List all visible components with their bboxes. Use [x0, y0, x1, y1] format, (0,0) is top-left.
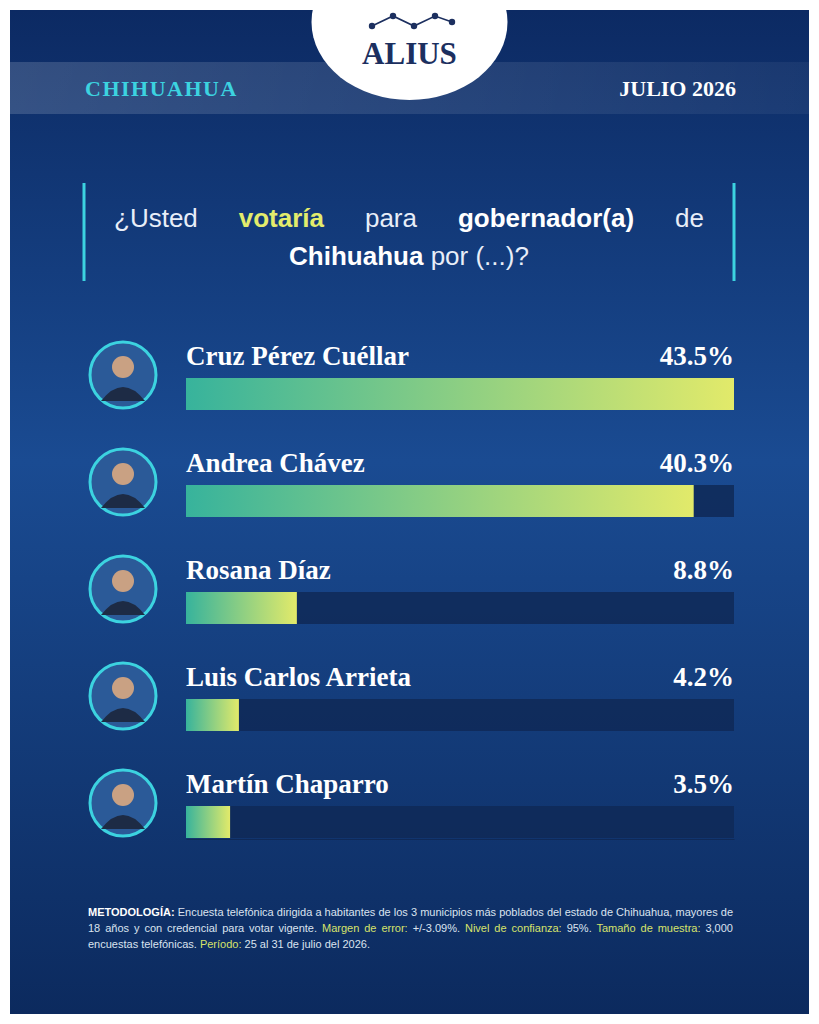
category-label: Rosana Díaz	[186, 555, 331, 585]
data-label: 40.3%	[660, 448, 734, 478]
logo-dot	[449, 19, 455, 25]
background	[10, 10, 809, 1014]
page: ALIUS CHIHUAHUA JULIO 2026 Cruz Pérez Cuéll…	[0, 0, 819, 1024]
bar	[186, 806, 230, 838]
data-label: 3.5%	[673, 769, 734, 799]
methodology-part: +/-3.09%.	[408, 922, 465, 934]
bar-track	[186, 592, 734, 624]
bar-track	[186, 378, 734, 410]
methodology-part: Margen de error:	[322, 922, 408, 934]
data-label: 4.2%	[673, 662, 734, 692]
photo-head	[112, 356, 134, 378]
bar	[186, 378, 734, 410]
methodology-part: 95%.	[562, 922, 597, 934]
methodology-part: Nivel de confianza:	[465, 922, 562, 934]
logo-dot	[432, 13, 438, 19]
category-label: Andrea Chávez	[186, 448, 365, 478]
bar-track	[186, 485, 734, 517]
canvas: ALIUS CHIHUAHUA JULIO 2026 Cruz Pérez Cuéll…	[0, 0, 819, 1024]
bar-track	[186, 806, 734, 838]
date: JULIO 2026	[619, 76, 736, 101]
title-border	[733, 183, 736, 281]
frame	[0, 0, 819, 1024]
bar	[186, 592, 297, 624]
axis-line	[187, 839, 735, 840]
logo-dot	[390, 13, 396, 19]
labels: Cruz Pérez Cuéllar 43.5% Andrea Chávez 40.3…	[90, 341, 734, 836]
title-part: ¿Usted	[114, 203, 239, 233]
logo-badge	[312, 0, 508, 100]
methodology-part: 25 al 31 de julio del 2026.	[242, 938, 370, 950]
category-label: Martín Chaparro	[186, 769, 389, 799]
bars	[186, 378, 734, 838]
methodology-part: Período:	[200, 938, 242, 950]
photo-frame	[90, 556, 156, 622]
title-part: votaría	[239, 203, 324, 233]
methodology-part: Tamaño de muestra:	[596, 922, 700, 934]
methodology: METODOLOGÍA: Encuesta telefónica dirigid…	[88, 905, 733, 953]
brand: ALIUS	[362, 36, 457, 71]
data-label: 8.8%	[673, 555, 734, 585]
photo-body	[101, 708, 145, 722]
title-part: para	[324, 203, 458, 233]
bar-track	[186, 699, 734, 731]
methodology-part: METODOLOGÍA:	[88, 906, 175, 918]
x-axis	[187, 839, 735, 841]
data-label: 43.5%	[660, 341, 734, 371]
title-part: Chihuahua	[289, 241, 423, 271]
photo-head	[112, 677, 134, 699]
bar	[186, 485, 694, 517]
photo-head	[112, 784, 134, 806]
photo-frame	[90, 770, 156, 836]
photo-body	[101, 815, 145, 829]
region: CHIHUAHUA	[85, 76, 238, 101]
photo-body	[101, 494, 145, 508]
photo-head	[112, 463, 134, 485]
tracks	[186, 378, 734, 838]
title-part: gobernador(a)	[458, 203, 634, 233]
photo-frame	[90, 449, 156, 515]
photo-frame	[90, 342, 156, 408]
category-label: Luis Carlos Arrieta	[186, 662, 411, 692]
logo-dot	[369, 23, 375, 29]
category-label: Cruz Pérez Cuéllar	[186, 341, 409, 371]
photo-frame	[90, 663, 156, 729]
title-border	[83, 183, 86, 281]
photo-head	[112, 570, 134, 592]
title-part: por (...)?	[423, 241, 528, 271]
photo-body	[101, 387, 145, 401]
title-part: de	[634, 203, 704, 233]
photo-body	[101, 601, 145, 615]
title: ¿Usted votaría para gobernador(a) de Chi…	[114, 200, 704, 275]
bar	[186, 699, 239, 731]
logo-dot	[411, 23, 417, 29]
